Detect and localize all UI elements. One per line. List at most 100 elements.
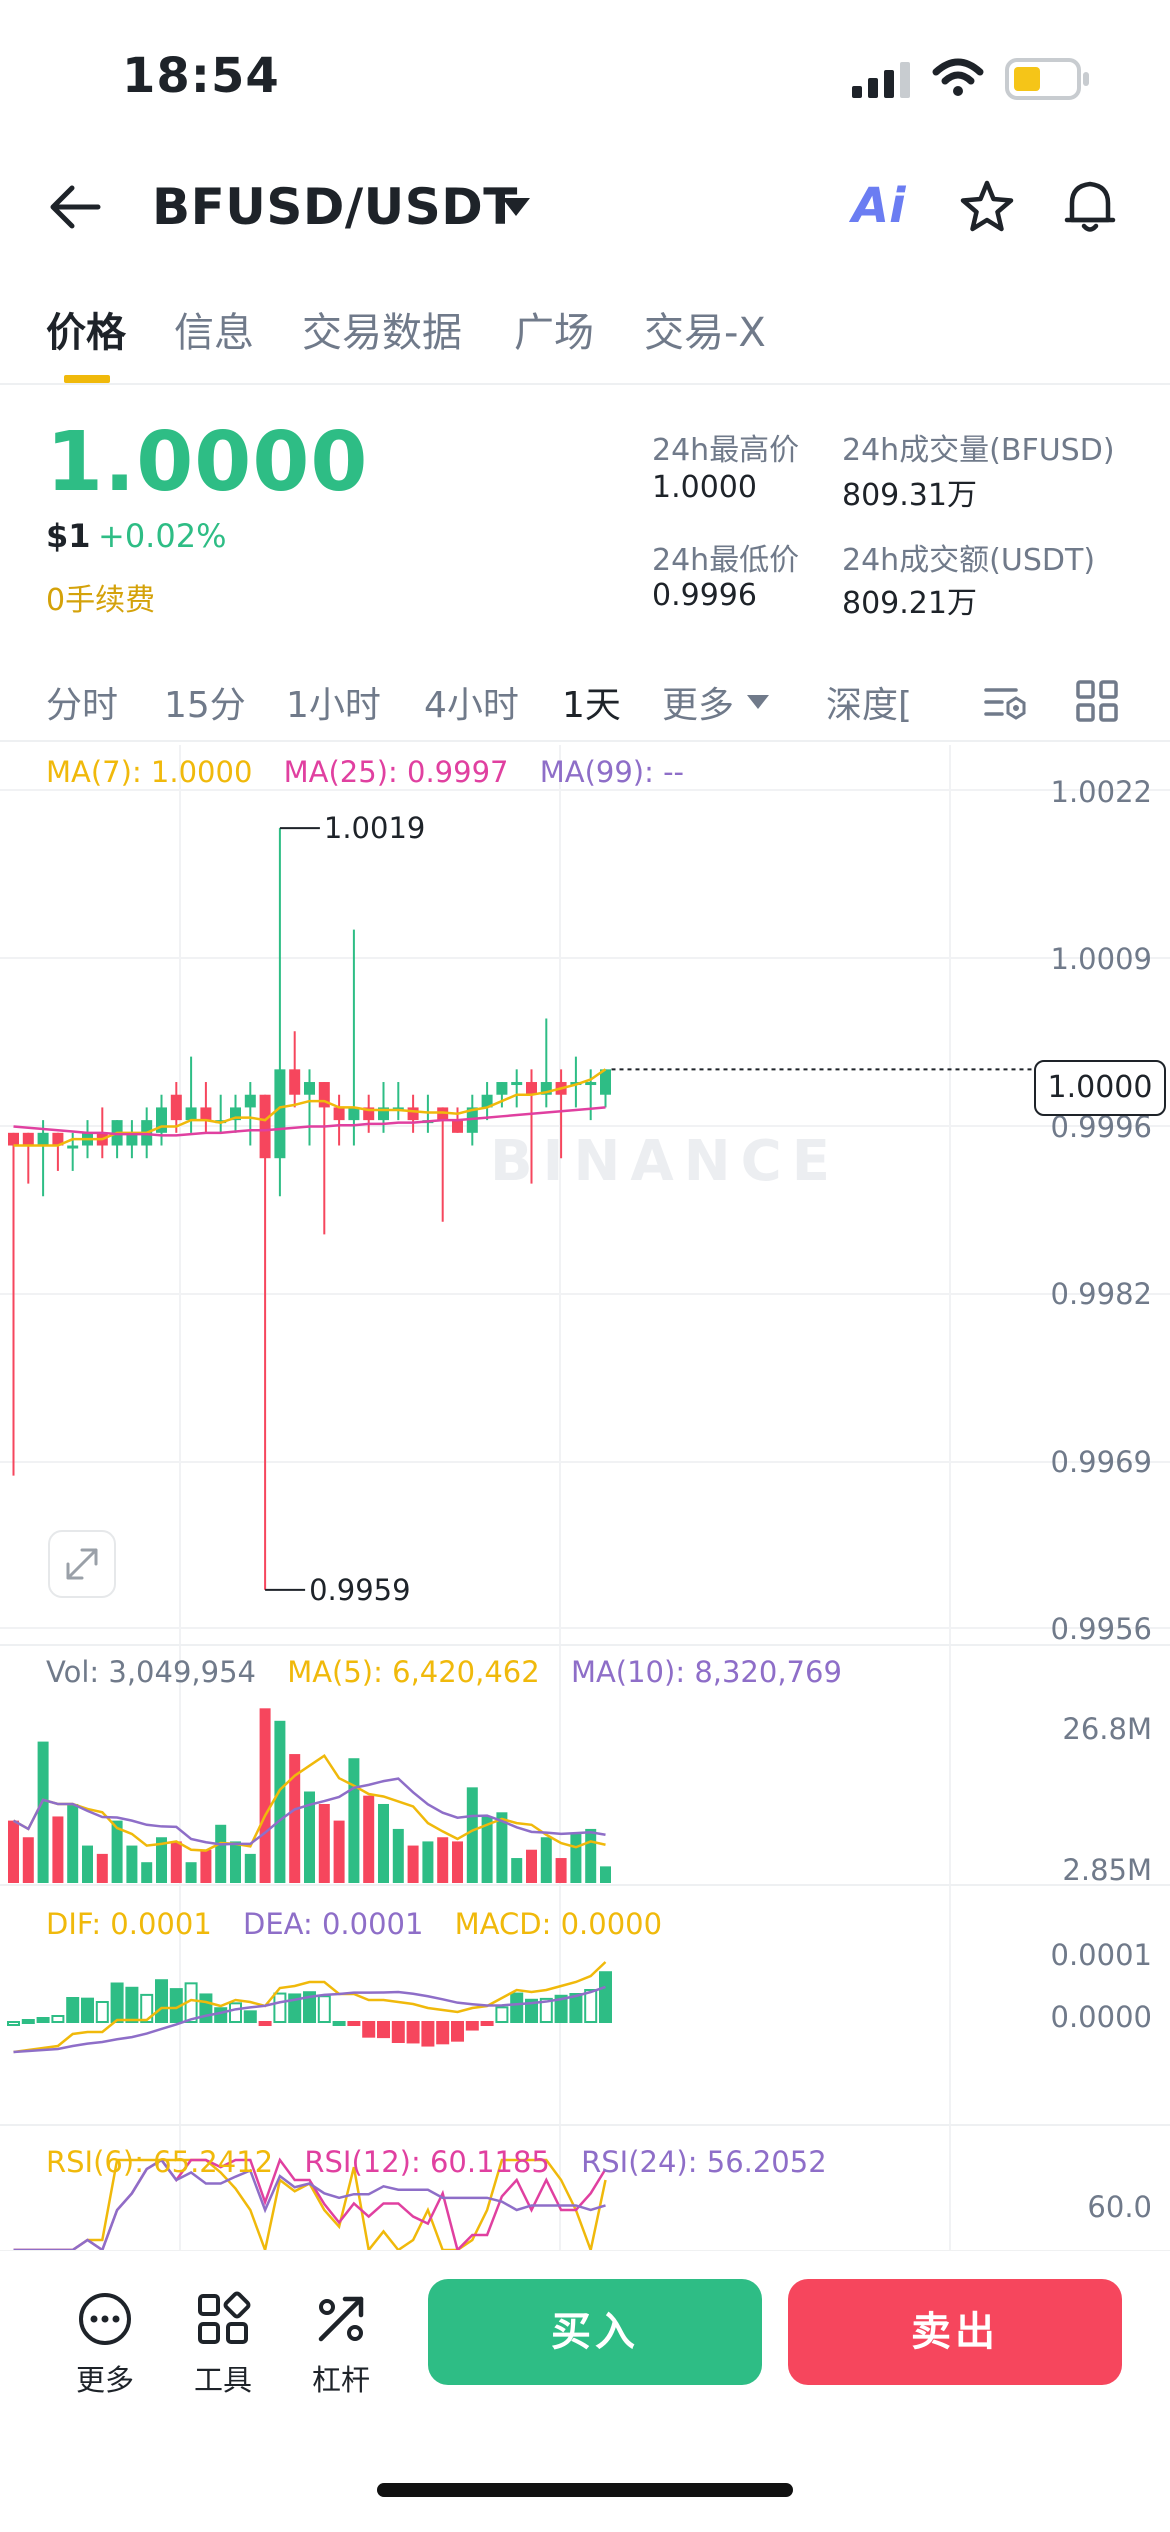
macd-histogram-bar xyxy=(317,1995,331,2023)
pair-title[interactable]: BFUSD/USDT xyxy=(152,178,518,236)
interval-depth[interactable]: 深度[ xyxy=(826,685,913,726)
leverage-icon xyxy=(318,2296,364,2342)
candle-body xyxy=(318,1082,330,1108)
candle-body xyxy=(156,1107,167,1133)
rsi-legend: RSI(6): 65.2412 RSI(12): 60.1185 RSI(24)… xyxy=(46,2145,849,2179)
macd-histogram-bar xyxy=(599,1971,612,2023)
macd-histogram-bar xyxy=(288,1993,302,2024)
interval-more[interactable]: 更多 xyxy=(662,685,735,726)
interval-bar: 分时 15分 1小时 4小时 1天 更多 深度[ xyxy=(0,660,1170,742)
candle-body xyxy=(348,1107,360,1121)
volume-legend: Vol: 3,049,954 MA(5): 6,420,462 MA(10): … xyxy=(46,1655,864,1689)
buy-button[interactable]: 买入 xyxy=(428,2279,762,2385)
volume-bar xyxy=(67,1803,79,1883)
candle-body xyxy=(466,1107,478,1133)
volume-bar xyxy=(363,1795,375,1883)
tools-grid-icon xyxy=(198,2291,251,2344)
tab-square[interactable]: 广场 xyxy=(514,310,594,356)
more-dropdown-icon[interactable] xyxy=(746,694,770,710)
macd-histogram-bar xyxy=(140,1993,154,2024)
sell-button[interactable]: 卖出 xyxy=(788,2279,1122,2385)
candles xyxy=(8,828,611,1590)
zero-fee-badge[interactable]: 0手续费 xyxy=(46,583,156,618)
macd-tick: 0.0000 xyxy=(1050,2000,1152,2034)
watermark: BINANCE xyxy=(490,1129,840,1194)
volume-tick: 2.85M xyxy=(1062,1853,1152,1887)
interval-1d[interactable]: 1天 xyxy=(562,685,621,726)
macd-histogram-bar xyxy=(125,1986,139,2024)
price-change: +0.02% xyxy=(98,517,227,555)
ma99-legend: MA(99): -- xyxy=(539,755,685,789)
volume-value: Vol: 3,049,954 xyxy=(46,1655,256,1689)
candle-body xyxy=(289,1069,301,1095)
ma7-line xyxy=(13,1068,607,1147)
ma25-line xyxy=(13,1106,606,1137)
tab-trade-x[interactable]: 交易-X xyxy=(644,310,766,356)
macd-histogram-bar xyxy=(199,1993,213,2024)
status-bar: 18:54 xyxy=(0,0,1170,150)
more-button[interactable]: 更多 xyxy=(60,2291,150,2399)
moving-averages xyxy=(13,1068,1034,1147)
back-arrow-icon[interactable] xyxy=(48,182,102,232)
tab-trading-data[interactable]: 交易数据 xyxy=(302,310,462,356)
high-24h-label: 24h最高价 xyxy=(652,433,800,468)
kline-chart[interactable]: BINANCE 1.0019 0.9959 xyxy=(0,740,1170,2250)
macd-histogram-bar xyxy=(273,1992,287,2023)
fullscreen-button[interactable] xyxy=(48,1530,116,1598)
volume-bar xyxy=(170,1841,182,1883)
macd-histogram-bar xyxy=(406,2021,420,2044)
macd-histogram-bar xyxy=(436,2021,450,2045)
pair-dropdown-icon[interactable] xyxy=(500,196,532,218)
macd-tick: 0.0001 xyxy=(1050,1938,1152,1972)
macd-histogram-bar xyxy=(21,2019,35,2024)
candle-body xyxy=(230,1107,241,1121)
wifi-icon xyxy=(932,58,984,96)
rsi6-value: RSI(6): 65.2412 xyxy=(46,2145,274,2179)
candle-body xyxy=(437,1107,449,1121)
macd-histogram-bar xyxy=(465,2021,479,2031)
candle-body xyxy=(363,1107,375,1121)
volume-bar xyxy=(244,1853,256,1883)
volume-bar xyxy=(333,1820,345,1883)
macd-histogram-bar xyxy=(51,2015,65,2023)
leverage-button[interactable]: 杠杆 xyxy=(296,2291,386,2399)
tools-label: 工具 xyxy=(193,2363,252,2397)
indicator-settings-icon[interactable] xyxy=(982,682,1030,722)
more-dots-icon xyxy=(79,2293,131,2345)
volume-bar xyxy=(82,1845,93,1883)
volume-bar xyxy=(481,1816,493,1883)
interval-4h[interactable]: 4小时 xyxy=(424,685,519,726)
volume-bar xyxy=(37,1741,49,1883)
tab-price[interactable]: 价格 xyxy=(46,310,126,356)
volume-bar xyxy=(274,1720,286,1883)
usd-price: $1 xyxy=(46,517,91,555)
interval-timeshare[interactable]: 分时 xyxy=(46,685,119,726)
volume-bar xyxy=(511,1858,523,1883)
interval-15m[interactable]: 15分 xyxy=(164,685,246,726)
candle-body xyxy=(67,1145,79,1149)
volume-bar xyxy=(96,1853,108,1883)
volume-bar xyxy=(378,1803,389,1883)
low-marker-label: 0.9959 xyxy=(309,1573,410,1607)
layout-grid-icon[interactable] xyxy=(1076,680,1118,722)
ai-assistant-icon[interactable]: Ai xyxy=(852,178,906,234)
macd-histogram-bar xyxy=(229,2002,242,2024)
macd-histogram-bar xyxy=(539,1997,553,2024)
tab-info[interactable]: 信息 xyxy=(174,310,254,356)
candle-body xyxy=(170,1094,182,1121)
volume-bar xyxy=(185,1862,197,1883)
volume-bar xyxy=(304,1791,315,1883)
candle-body xyxy=(496,1082,508,1095)
volume-bar xyxy=(526,1849,537,1883)
ma-legend: MA(7): 1.0000 MA(25): 0.9997 MA(99): -- xyxy=(46,755,706,789)
volume-bar xyxy=(156,1837,167,1883)
active-tab-indicator xyxy=(64,375,110,383)
star-icon[interactable] xyxy=(958,178,1016,236)
bell-icon[interactable] xyxy=(1062,176,1118,236)
interval-1h[interactable]: 1小时 xyxy=(286,685,381,726)
low-24h-label: 24h最低价 xyxy=(652,543,800,578)
macd-histogram-bar xyxy=(66,1997,80,2023)
volume-bar xyxy=(437,1837,449,1883)
tools-button[interactable]: 工具 xyxy=(178,2291,268,2399)
candle-body xyxy=(511,1082,523,1086)
